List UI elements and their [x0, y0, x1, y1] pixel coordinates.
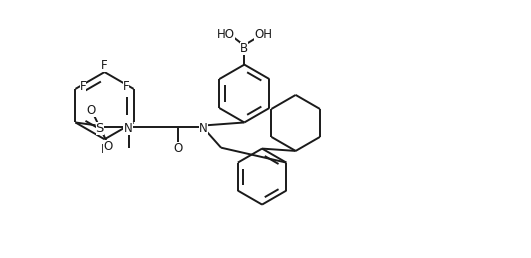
Text: B: B: [240, 42, 249, 55]
Text: F: F: [101, 59, 108, 72]
Text: F: F: [80, 80, 87, 93]
Text: O: O: [104, 140, 113, 153]
Text: N: N: [199, 122, 208, 135]
Text: N: N: [124, 122, 133, 135]
Text: O: O: [87, 104, 96, 117]
Text: HO: HO: [217, 28, 235, 41]
Text: F: F: [101, 143, 108, 156]
Text: S: S: [96, 122, 104, 135]
Text: F: F: [123, 80, 130, 93]
Text: OH: OH: [254, 28, 272, 41]
Text: O: O: [173, 142, 182, 155]
Text: F: F: [123, 122, 130, 135]
